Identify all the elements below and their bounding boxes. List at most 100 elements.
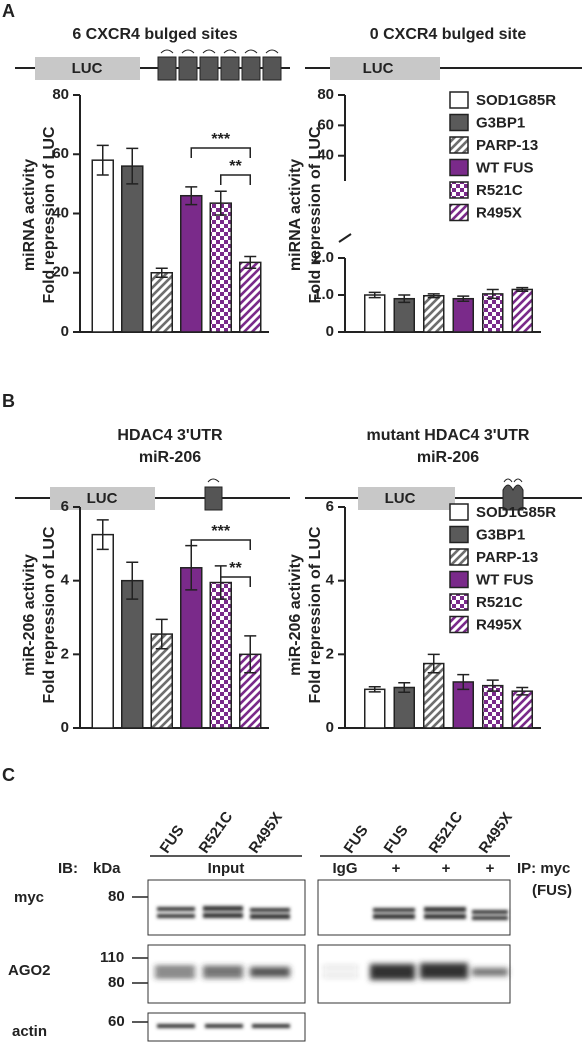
y-tick-label: 40 [317, 147, 334, 164]
mw-marker: 80 [108, 888, 125, 905]
ip-label: IP: myc [517, 860, 570, 877]
y-axis-label: Fold repression of LUC [307, 126, 324, 303]
y-axis-label: Fold repression of LUC [41, 526, 58, 703]
error-bar [244, 635, 257, 674]
y-tick-label: 20 [52, 264, 69, 281]
significance-bracket [220, 174, 251, 185]
y-tick-label: 1.0 [313, 286, 334, 303]
y-axis-label: miRNA activity [21, 159, 38, 271]
legend-swatch [449, 158, 469, 177]
ip-target: (FUS) [532, 882, 572, 899]
chart-title: HDAC4 3'UTR [117, 427, 223, 444]
y-tick-label: 2 [326, 645, 334, 662]
lane-label: FUS [381, 822, 412, 856]
bar [239, 261, 262, 333]
panel-label: B [2, 391, 15, 411]
lane-label: R521C [196, 808, 237, 856]
bar [511, 690, 533, 729]
y-tick-label: 6 [326, 498, 334, 515]
error-bar [368, 685, 381, 693]
legend-swatch [449, 593, 469, 611]
legend-label: R495X [476, 204, 522, 221]
legend-label: R521C [476, 594, 523, 611]
bar [209, 581, 232, 729]
construct: LUC [305, 57, 582, 80]
panel-label: A [2, 1, 15, 21]
significance-bracket [190, 539, 251, 550]
construct-label: LUC [87, 490, 118, 507]
legend-swatch [449, 136, 469, 154]
lane-label: FUS [341, 822, 372, 856]
construct: LUC [15, 49, 290, 81]
y-tick-label: 0 [326, 719, 334, 736]
ip-lane-mark: + [442, 860, 451, 877]
error-bar [427, 293, 440, 299]
panel-label: C [2, 765, 15, 785]
bar [121, 165, 144, 333]
legend-label: SOD1G85R [476, 504, 556, 521]
legend-swatch [449, 525, 469, 544]
error-bar [155, 267, 168, 278]
legend-swatch [449, 570, 469, 589]
ip-lane-mark: IgG [333, 860, 358, 877]
legend-label: PARP-13 [476, 549, 538, 566]
error-bar [368, 291, 381, 299]
chart-title: miR-206 [139, 449, 201, 466]
error-bar [457, 673, 470, 691]
legend-label: SOD1G85R [476, 92, 556, 109]
y-axis-label: Fold repression of LUC [307, 526, 324, 703]
y-axis-label: miR-206 activity [287, 554, 304, 676]
bar [180, 567, 203, 729]
chart-title: 6 CXCR4 bulged sites [72, 26, 237, 43]
bar [91, 533, 114, 729]
y-axis-label: miR-206 activity [21, 554, 38, 676]
legend-label: WT FUS [476, 159, 534, 176]
significance-bracket [190, 147, 251, 158]
error-bar [244, 255, 257, 270]
lane-label: R521C [426, 808, 467, 856]
legend-swatch [449, 91, 469, 109]
error-bar [96, 144, 109, 176]
legend-label: PARP-13 [476, 137, 538, 154]
y-tick-label: 2.0 [313, 249, 334, 266]
mw-marker: 60 [108, 1013, 125, 1030]
error-bar [126, 561, 139, 600]
legend-label: R521C [476, 182, 523, 199]
ip-lane-mark: + [486, 860, 495, 877]
y-tick-label: 40 [52, 204, 69, 221]
bar [209, 202, 232, 333]
construct-label: LUC [385, 490, 416, 507]
y-tick-label: 60 [52, 145, 69, 162]
bar [393, 686, 415, 729]
error-bar [427, 653, 440, 674]
y-tick-label: 80 [52, 86, 69, 103]
y-tick-label: 0 [326, 323, 334, 340]
bar [482, 293, 504, 333]
significance-label: ** [229, 158, 242, 175]
construct-label: LUC [72, 60, 103, 77]
y-axis-label: miRNA activity [287, 159, 304, 271]
chart-title: mutant HDAC4 3'UTR [367, 427, 530, 444]
construct: LUC [15, 478, 290, 511]
lane-label: FUS [157, 822, 188, 856]
y-axis-label: Fold repression of LUC [41, 126, 58, 303]
axis-break [338, 233, 352, 243]
construct-label: LUC [363, 60, 394, 77]
mw-marker: 110 [100, 949, 124, 966]
y-tick-label: 6 [61, 498, 69, 515]
construct: LUC [305, 478, 582, 511]
band [157, 1024, 290, 1028]
ip-lane-mark: + [392, 860, 401, 877]
y-tick-label: 0 [61, 323, 69, 340]
legend-label: R495X [476, 616, 522, 633]
legend-swatch [449, 203, 469, 222]
error-bar [457, 295, 470, 303]
y-tick-label: 60 [317, 116, 334, 133]
legend-label: WT FUS [476, 571, 534, 588]
chart-title: 0 CXCR4 bulged site [370, 26, 527, 43]
error-bar [398, 681, 411, 694]
ib-label: IB: [58, 860, 78, 877]
legend-label: G3BP1 [476, 526, 525, 543]
mw-marker: 80 [108, 974, 125, 991]
bar [393, 297, 415, 333]
